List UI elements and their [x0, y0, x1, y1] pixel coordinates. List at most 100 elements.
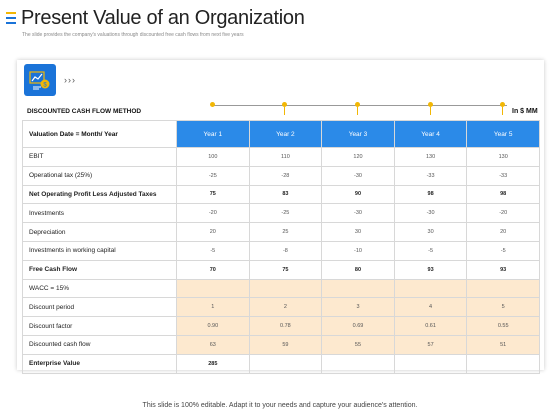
table-cell [321, 353, 395, 374]
row-label: Discounted cash flow [22, 334, 177, 355]
year-timeline [210, 100, 510, 120]
table-cell: -30 [393, 203, 468, 224]
table-cell: 55 [321, 334, 395, 355]
year-header: Year 2 [248, 120, 323, 148]
table-cell [248, 278, 323, 299]
table-cell: 70 [176, 259, 250, 280]
table-cell: 0.90 [176, 316, 250, 336]
table-cell: 4 [393, 297, 468, 318]
table-header-row: Valuation Date = Month/ Year Year 1 Year… [22, 120, 540, 148]
table-cell: 75 [176, 184, 250, 205]
table-cell: 100 [176, 147, 250, 167]
table-row: Discount factor 0.90 0.78 0.69 0.61 0.55 [22, 316, 540, 336]
table-cell: -5 [466, 240, 540, 261]
table-cell [393, 278, 468, 299]
table-cell: 30 [393, 222, 468, 242]
table-cell: -33 [393, 165, 468, 186]
page-title: Present Value of an Organization [21, 7, 305, 29]
table-cell: 93 [393, 259, 468, 280]
table-cell: -20 [176, 203, 250, 224]
table-cell: 5 [466, 297, 540, 318]
table-cell [176, 278, 250, 299]
table-cell [466, 353, 540, 374]
table-row: Investments in working capital -5 -8 -10 -5-… [22, 240, 540, 261]
table-row: WACC = 15% [22, 278, 540, 299]
timeline-marker [210, 102, 215, 109]
table-cell: 20 [466, 222, 540, 242]
svg-text:$: $ [43, 83, 47, 89]
row-label: Depreciation [22, 222, 177, 242]
table-row: Investments -20 -25 -30 -30 -20 [22, 203, 540, 224]
table-cell: 120 [321, 147, 395, 167]
row-label: Discount factor [22, 316, 177, 336]
page-subtitle: The slide provides the company's valuati… [22, 32, 244, 38]
table-cell: 285 [176, 353, 250, 374]
table-cell: 30 [321, 222, 395, 242]
table-cell: 2 [248, 297, 323, 318]
row-label: Enterprise Value [22, 353, 177, 374]
table-cell: 93 [466, 259, 540, 280]
row-label: Free Cash Flow [22, 259, 177, 280]
table-cell: 75 [248, 259, 323, 280]
year-header: Year 4 [393, 120, 468, 148]
table-cell: 25 [248, 222, 323, 242]
table-cell: 90 [321, 184, 395, 205]
year-header: Year 1 [176, 120, 250, 148]
table-cell: -25 [176, 165, 250, 186]
table-row: Operational tax (25%) -25 -28 -30 -33 -33 [22, 165, 540, 186]
table-cell: 0.78 [248, 316, 323, 336]
timeline-marker [355, 102, 360, 115]
timeline-line [213, 105, 507, 106]
table-cell: -33 [466, 165, 540, 186]
footer-note: This slide is 100% editable. Adapt it to… [142, 402, 418, 409]
valuation-chart-icon: $ [24, 64, 56, 96]
table-cell: 130 [393, 147, 468, 167]
table-row: Depreciation 20 25 30 30 20 [22, 222, 540, 242]
dcf-table: Valuation Date = Month/ Year Year 1 Year… [22, 120, 540, 374]
table-cell: 20 [176, 222, 250, 242]
row-label: Investments [22, 203, 177, 224]
table-cell: 80 [321, 259, 395, 280]
timeline-marker [282, 102, 287, 115]
table-row: Enterprise Value 285 [22, 353, 540, 374]
unit-label: In $ MM [512, 108, 538, 115]
table-cell: -8 [248, 240, 323, 261]
table-cell: -28 [248, 165, 323, 186]
table-cell: -20 [466, 203, 540, 224]
table-cell: 0.69 [321, 316, 395, 336]
table-cell: 1 [176, 297, 250, 318]
table-cell: -25 [248, 203, 323, 224]
table-cell: 130 [466, 147, 540, 167]
table-cell: 57 [393, 334, 468, 355]
row-label: Net Operating Profit Less Adjusted Taxes [22, 184, 177, 205]
table-cell: -30 [321, 203, 395, 224]
chevron-right-icon: ››› [64, 75, 76, 85]
table-row: Discount period 1 2 3 4 5 [22, 297, 540, 318]
table-cell: 51 [466, 334, 540, 355]
table-cell: -10 [321, 240, 395, 261]
table-cell: -5 [176, 240, 250, 261]
table-cell: 110 [248, 147, 323, 167]
row-label: Investments in working capital [22, 240, 177, 261]
table-cell [248, 353, 323, 374]
title-accent-bars [6, 12, 16, 27]
table-cell: -30 [321, 165, 395, 186]
table-cell: 98 [393, 184, 468, 205]
year-header: Year 3 [321, 120, 395, 148]
table-cell [393, 353, 468, 374]
method-label: DISCOUNTED CASH FLOW METHOD [27, 108, 142, 115]
table-cell: 59 [248, 334, 323, 355]
row-label: Operational tax (25%) [22, 165, 177, 186]
table-row: Free Cash Flow 70 75 80 93 93 [22, 259, 540, 280]
valuation-date-header: Valuation Date = Month/ Year [22, 120, 177, 148]
year-header: Year 5 [466, 120, 540, 148]
row-label: EBIT [22, 147, 177, 167]
table-cell: 3 [321, 297, 395, 318]
table-row: Net Operating Profit Less Adjusted Taxes… [22, 184, 540, 205]
table-cell: 0.55 [466, 316, 540, 336]
table-cell: -5 [393, 240, 468, 261]
table-cell: 63 [176, 334, 250, 355]
table-cell: 83 [248, 184, 323, 205]
timeline-marker [428, 102, 433, 115]
table-cell: 98 [466, 184, 540, 205]
